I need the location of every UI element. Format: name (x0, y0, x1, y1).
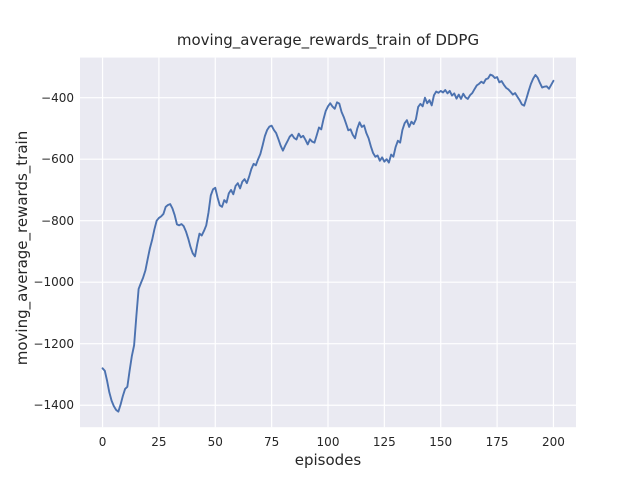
y-tick-label: −1000 (33, 275, 74, 290)
x-tick-label: 150 (429, 435, 453, 449)
x-tick-label: 125 (372, 435, 396, 449)
x-tick-label: 100 (316, 435, 340, 449)
x-axis-label: episodes (294, 451, 362, 469)
x-tick-label: 175 (485, 435, 509, 449)
y-tick-label: −400 (41, 90, 74, 105)
x-tick-label: 200 (542, 435, 565, 449)
y-tick-label: −1200 (33, 336, 74, 351)
x-tick-label: 25 (151, 435, 167, 449)
y-tick-label: −600 (41, 152, 74, 167)
x-tick-label: 0 (98, 435, 107, 449)
y-axis-label: moving_average_rewards_train (13, 130, 31, 366)
x-tick-label: 75 (263, 435, 280, 449)
y-tick-label: −1400 (33, 398, 74, 413)
chart-title: moving_average_rewards_train of DDPG (176, 31, 480, 49)
y-tick-label: −800 (41, 213, 74, 228)
data-line (101, 73, 555, 413)
x-tick-label: 50 (207, 435, 223, 449)
